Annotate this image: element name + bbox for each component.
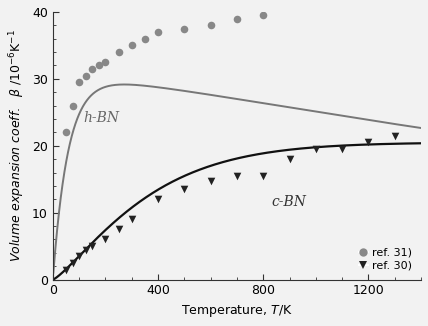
Point <box>391 133 398 138</box>
Point <box>69 260 76 265</box>
Point <box>207 23 214 28</box>
Point <box>155 29 161 35</box>
Point <box>115 227 122 232</box>
Point <box>365 140 372 145</box>
Point <box>102 60 109 65</box>
Text: h-BN: h-BN <box>83 111 119 126</box>
Point <box>128 43 135 48</box>
Y-axis label: $\it{Volume\ expansion\ coeff.}$  $\beta$ /10$^{-6}$K$^{-1}$: $\it{Volume\ expansion\ coeff.}$ $\beta$… <box>7 29 27 262</box>
Point <box>181 187 188 192</box>
Point <box>155 197 161 202</box>
X-axis label: Temperature, $T$/K: Temperature, $T$/K <box>181 303 293 319</box>
Point <box>102 237 109 242</box>
Point <box>62 130 69 135</box>
Point <box>286 156 293 162</box>
Point <box>89 66 96 71</box>
Point <box>181 26 188 31</box>
Point <box>260 173 267 179</box>
Point <box>95 63 102 68</box>
Point <box>76 80 83 85</box>
Point <box>312 146 319 152</box>
Point <box>76 254 83 259</box>
Point <box>339 146 345 152</box>
Point <box>62 267 69 272</box>
Legend: ref. 31), ref. 30): ref. 31), ref. 30) <box>356 244 416 274</box>
Point <box>260 13 267 18</box>
Point <box>128 217 135 222</box>
Text: c-BN: c-BN <box>271 195 306 209</box>
Point <box>234 16 241 21</box>
Point <box>234 173 241 179</box>
Point <box>207 178 214 183</box>
Point <box>69 103 76 108</box>
Point <box>89 244 96 249</box>
Point <box>115 50 122 55</box>
Point <box>82 73 89 78</box>
Point <box>82 247 89 252</box>
Point <box>142 36 149 41</box>
